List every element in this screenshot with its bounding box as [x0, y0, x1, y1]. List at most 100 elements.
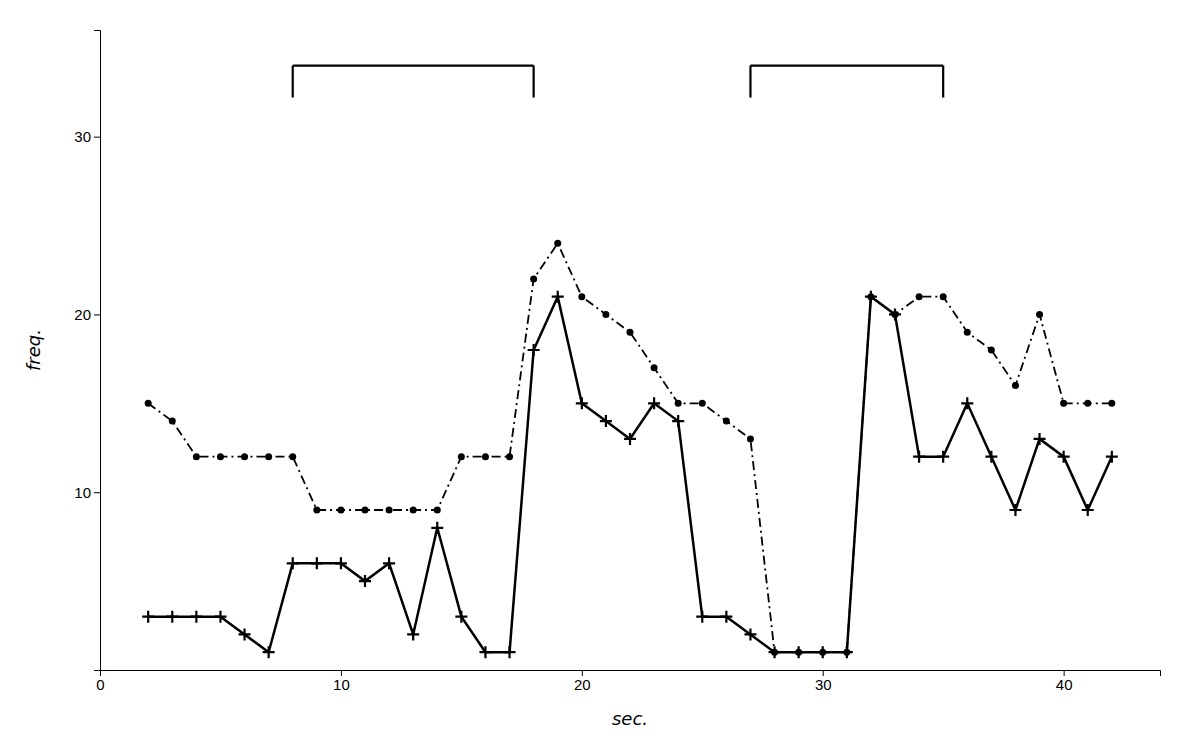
y-tick-label: 20 — [74, 306, 91, 323]
marker — [602, 311, 609, 318]
marker — [769, 646, 781, 658]
marker — [723, 418, 730, 425]
marker — [744, 628, 756, 640]
marker — [576, 397, 588, 409]
marker — [937, 451, 949, 463]
marker — [142, 611, 154, 623]
marker — [1106, 451, 1118, 463]
x-tick-label: 20 — [574, 676, 591, 693]
marker — [552, 291, 564, 303]
marker — [651, 364, 658, 371]
marker — [239, 628, 251, 640]
marker — [699, 400, 706, 407]
series-line — [148, 297, 1112, 653]
y-tick-mark — [94, 314, 100, 315]
marker — [431, 522, 443, 534]
marker — [1082, 504, 1094, 516]
marker — [1009, 504, 1021, 516]
marker — [578, 293, 585, 300]
marker — [434, 507, 441, 514]
marker — [916, 293, 923, 300]
marker — [961, 397, 973, 409]
marker — [506, 453, 513, 460]
bracket-bar — [750, 64, 943, 66]
marker — [362, 507, 369, 514]
y-axis-label: freq. — [23, 329, 44, 371]
x-tick: 40 — [1056, 670, 1073, 693]
x-tick-label: 40 — [1056, 676, 1073, 693]
marker — [988, 347, 995, 354]
y-tick: 10 — [74, 484, 100, 501]
marker — [985, 451, 997, 463]
marker — [627, 329, 634, 336]
marker — [190, 611, 202, 623]
series — [145, 240, 1116, 656]
marker — [313, 507, 320, 514]
x-tick: 10 — [333, 670, 350, 693]
marker — [913, 451, 925, 463]
marker — [407, 628, 419, 640]
marker — [1058, 451, 1070, 463]
bracket-leg — [292, 66, 294, 98]
marker — [455, 611, 467, 623]
marker — [964, 329, 971, 336]
marker — [817, 646, 829, 658]
marker — [530, 275, 537, 282]
marker — [624, 433, 636, 445]
marker — [265, 453, 272, 460]
marker — [337, 507, 344, 514]
marker — [1036, 311, 1043, 318]
marker — [479, 646, 491, 658]
series — [142, 291, 1118, 659]
marker — [214, 611, 226, 623]
marker — [672, 415, 684, 427]
y-axis: 10 20 30 — [74, 31, 100, 671]
x-tick-label: 10 — [333, 676, 350, 693]
marker — [1034, 433, 1046, 445]
x-tick: 0 — [96, 670, 104, 693]
marker — [648, 397, 660, 409]
x-axis-label: sec. — [612, 708, 648, 729]
marker — [359, 575, 371, 587]
x-axis: 0 10 20 30 40 — [96, 670, 1160, 693]
series-line — [148, 243, 1112, 652]
marker — [166, 611, 178, 623]
bracket-leg — [942, 66, 944, 98]
marker — [458, 453, 465, 460]
marker — [841, 646, 853, 658]
marker — [675, 400, 682, 407]
y-tick: 30 — [74, 128, 100, 145]
y-axis-line — [94, 31, 101, 671]
marker — [747, 435, 754, 442]
y-tick-label: 30 — [74, 128, 91, 145]
marker — [1060, 400, 1067, 407]
marker — [600, 415, 612, 427]
marker — [889, 308, 901, 320]
bracket — [750, 66, 943, 98]
marker — [1012, 382, 1019, 389]
marker — [554, 240, 561, 247]
marker — [169, 418, 176, 425]
marker — [289, 453, 296, 460]
plot-area — [142, 66, 1118, 659]
bracket-leg — [749, 66, 751, 98]
marker — [193, 453, 200, 460]
brackets — [293, 66, 943, 98]
marker — [311, 557, 323, 569]
bracket-leg — [533, 66, 535, 98]
marker — [482, 453, 489, 460]
marker — [504, 646, 516, 658]
marker — [940, 293, 947, 300]
marker — [287, 557, 299, 569]
x-tick: 30 — [815, 670, 832, 693]
y-tick-mark — [94, 492, 100, 493]
marker — [241, 453, 248, 460]
marker — [410, 507, 417, 514]
x-tick: 20 — [574, 670, 591, 693]
marker — [793, 646, 805, 658]
marker — [720, 611, 732, 623]
x-tick-label: 30 — [815, 676, 832, 693]
bracket-bar — [293, 64, 534, 66]
bracket — [293, 66, 534, 98]
marker — [528, 344, 540, 356]
